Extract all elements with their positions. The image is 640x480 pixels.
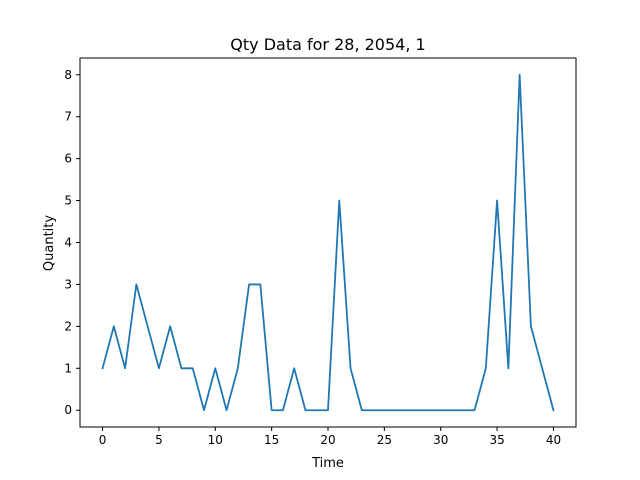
x-tick-label: 25 xyxy=(377,433,392,447)
y-axis-label: Quantity xyxy=(42,215,57,271)
x-tick-label: 0 xyxy=(99,433,107,447)
x-tick-label: 30 xyxy=(433,433,448,447)
x-tick-label: 15 xyxy=(264,433,279,447)
y-tick-label: 8 xyxy=(64,68,72,82)
y-tick-label: 5 xyxy=(64,194,72,208)
x-tick-label: 10 xyxy=(208,433,223,447)
series-line xyxy=(101,73,555,412)
x-tick-label: 40 xyxy=(546,433,561,447)
chart-title: Qty Data for 28, 2054, 1 xyxy=(230,35,425,54)
x-axis-ticks: 0 5 10 15 20 25 30 35 40 xyxy=(99,427,561,447)
x-tick-label: 5 xyxy=(155,433,163,447)
x-tick-label: 35 xyxy=(489,433,504,447)
y-tick-label: 4 xyxy=(64,236,72,250)
y-axis-ticks: 0 1 2 3 4 5 6 7 8 xyxy=(64,68,80,417)
y-tick-label: 0 xyxy=(64,403,72,417)
x-axis-label: Time xyxy=(311,456,344,471)
series-layer xyxy=(101,73,555,412)
y-tick-label: 6 xyxy=(64,152,72,166)
y-tick-label: 7 xyxy=(64,110,72,124)
y-tick-label: 3 xyxy=(64,277,72,291)
y-tick-label: 2 xyxy=(64,319,72,333)
x-tick-label: 20 xyxy=(320,433,335,447)
y-tick-label: 1 xyxy=(64,361,72,375)
